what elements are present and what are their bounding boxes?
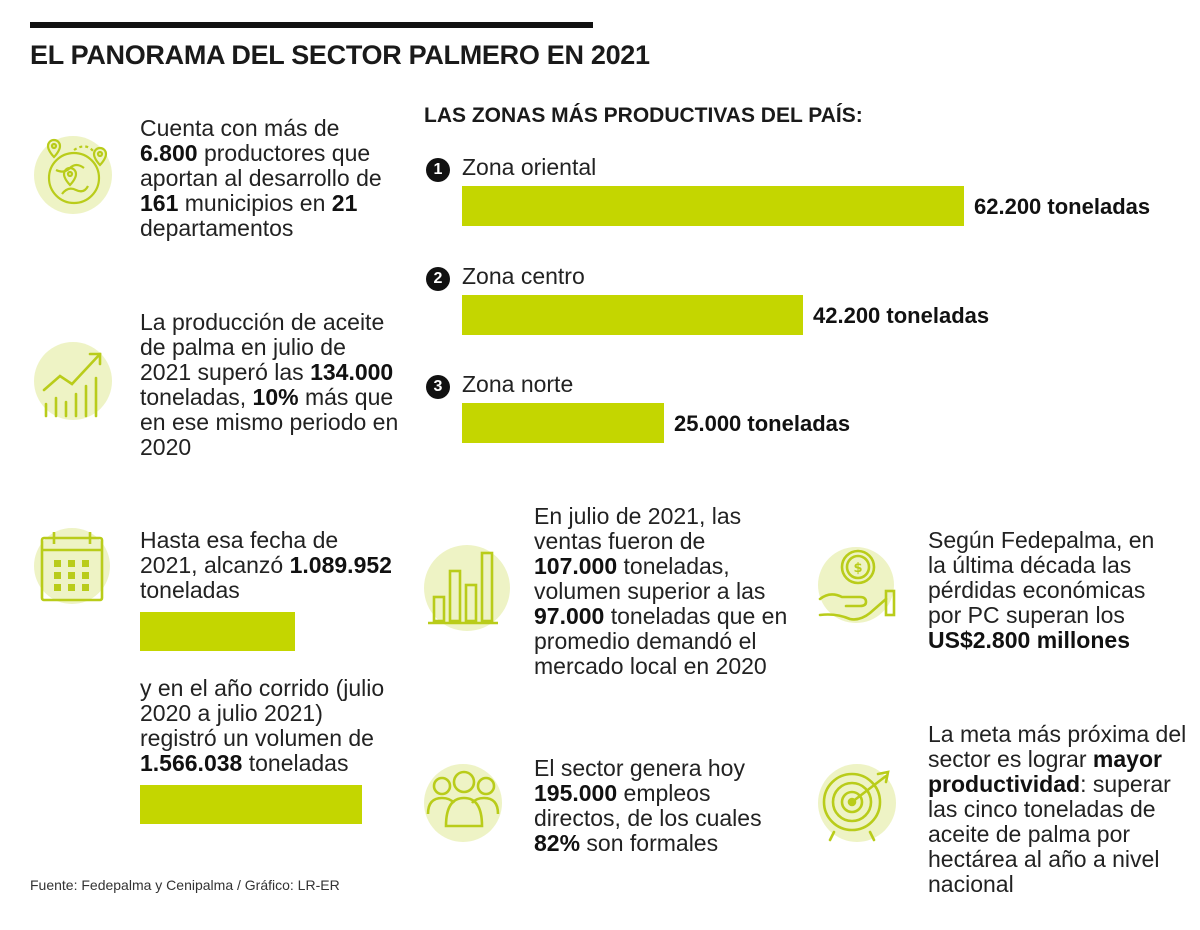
zone-value-label: 62.200 toneladas xyxy=(974,194,1151,219)
page-title: EL PANORAMA DEL SECTOR PALMERO EN 2021 xyxy=(30,40,650,70)
zone-rank-badge: 2 xyxy=(426,267,450,291)
source-note: Fuente: Fedepalma y Cenipalma / Gráfico:… xyxy=(30,877,340,893)
growth-chart-icon xyxy=(34,342,112,420)
bar-chart-icon xyxy=(424,545,510,631)
zone-value-label: 42.200 toneladas xyxy=(813,303,990,328)
svg-text:$: $ xyxy=(853,561,862,576)
zone-rank-badge: 3 xyxy=(426,375,450,399)
people-group-icon xyxy=(424,764,502,842)
text-produccion: La producción de aceite de palma en juli… xyxy=(140,309,399,460)
zone-rank-badge: 1 xyxy=(426,158,450,182)
text-empleo: El sector genera hoy 195.000 empleos dir… xyxy=(534,755,762,856)
zone-bar xyxy=(462,295,803,335)
text-productores: Cuenta con más de 6.800 productores que … xyxy=(140,115,382,241)
zone-bar xyxy=(462,186,964,226)
zone-label: Zona centro xyxy=(462,263,585,289)
text-perdidas: Según Fedepalma, en la última década las… xyxy=(928,527,1155,653)
money-hand-icon: $ xyxy=(818,547,896,623)
chart-title: LAS ZONAS MÁS PRODUCTIVAS DEL PAÍS: xyxy=(424,104,863,127)
text-ano-corrido: y en el año corrido (julio 2020 a julio … xyxy=(140,675,385,776)
text-acumulado-2021: Hasta esa fecha de 2021, alcanzó 1.089.9… xyxy=(140,527,392,603)
text-ventas: En julio de 2021, las ventas fueron de 1… xyxy=(534,503,788,679)
tonnage-mini-chart xyxy=(140,612,362,824)
calendar-icon xyxy=(34,528,110,604)
bar-ano-corrido xyxy=(140,785,362,824)
zone-value-label: 25.000 toneladas xyxy=(674,411,851,436)
zone-label: Zona norte xyxy=(462,371,574,397)
bar-acumulado-2021 xyxy=(140,612,295,651)
top-rule xyxy=(30,22,593,28)
map-pins-globe-icon xyxy=(34,136,112,214)
zone-bar xyxy=(462,403,664,443)
target-arrow-icon xyxy=(818,764,896,842)
zone-label: Zona oriental xyxy=(462,154,597,180)
text-meta: La meta más próxima del sector es lograr… xyxy=(928,721,1187,897)
